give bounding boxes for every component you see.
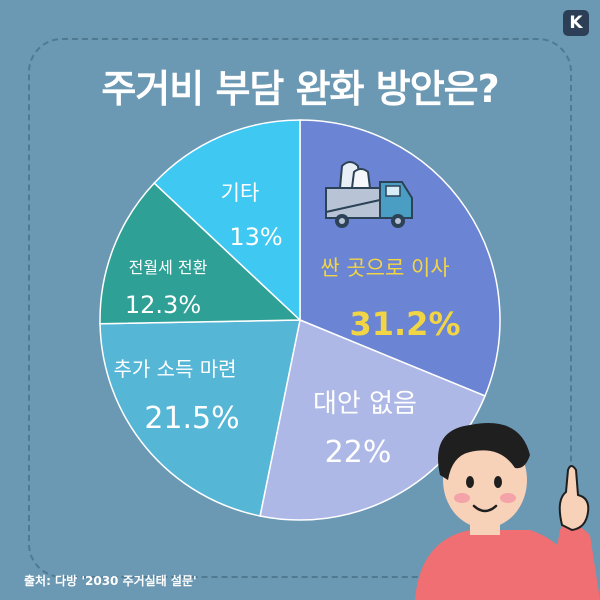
pie-slice — [99, 182, 302, 325]
slice-label: 추가 소득 마련 — [113, 357, 236, 381]
slice-label: 기타 — [221, 181, 260, 205]
slice-label: 대안 없음 — [313, 389, 417, 419]
slice-value: 13% — [229, 223, 282, 251]
person-illustration — [415, 423, 600, 600]
brand-letter: K — [569, 13, 583, 33]
dashed-frame — [28, 38, 572, 578]
pie-labels: 싼 곳으로 이사 31.2% 대안 없음 22% 추가 소득 마련 21.5% 전월세 전환… — [113, 181, 460, 470]
slice-value: 31.2% — [349, 305, 460, 343]
slice-label: 전월세 전환 — [129, 258, 208, 277]
brand-k-icon: K — [563, 10, 589, 36]
slice-value: 21.5% — [144, 401, 239, 436]
pie-slice — [259, 318, 486, 521]
chart-title: 주거비 부담 완화 방안은? — [101, 67, 499, 111]
truck-icon — [325, 161, 413, 228]
slice-label: 싼 곳으로 이사 — [320, 256, 449, 280]
pie-slice — [99, 319, 301, 517]
source-note: 출처: 다방 '2030 주거실태 설문' — [24, 574, 197, 588]
pie-slices — [99, 119, 501, 521]
pie-slice — [153, 119, 301, 322]
slice-value: 22% — [325, 435, 392, 470]
slice-value: 12.3% — [125, 291, 201, 319]
